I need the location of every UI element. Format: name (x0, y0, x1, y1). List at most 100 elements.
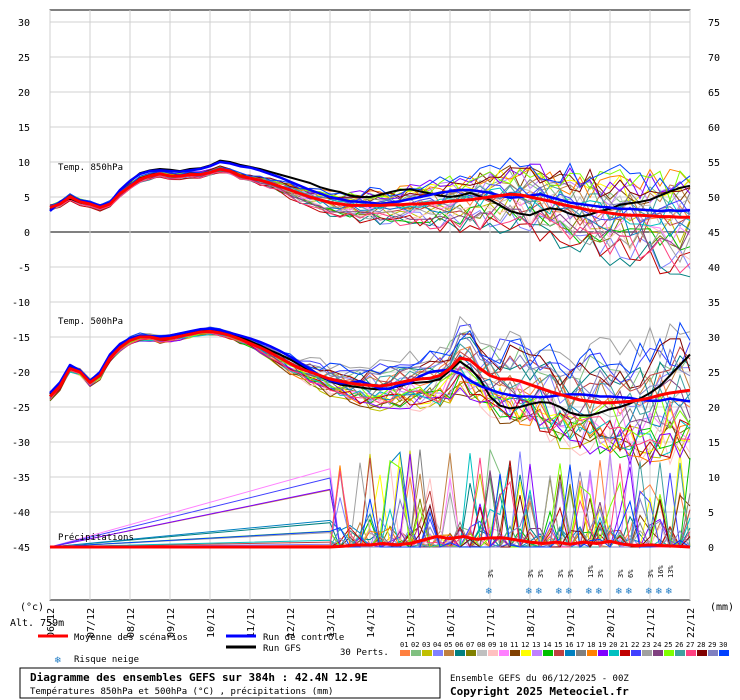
legend-perts-label: 30 Perts. (340, 648, 389, 658)
member-swatch (642, 650, 652, 656)
member-number: 10 (499, 641, 507, 649)
member-swatch (499, 650, 509, 656)
member-number: 16 (565, 641, 573, 649)
y-left-tick: -40 (12, 508, 30, 519)
member-number: 06 (455, 641, 463, 649)
y-left-tick: 15 (18, 123, 30, 134)
member-850-line (49, 169, 691, 264)
legend-control-label: Run de contrôle (263, 632, 344, 643)
y-right-tick: 15 (708, 438, 720, 449)
snowflake-icon: ❄ (555, 587, 563, 597)
member-swatch (686, 650, 696, 656)
member-swatch (708, 650, 718, 656)
member-precip-line (49, 454, 690, 549)
x-tick-label: 07/12 (86, 608, 97, 638)
member-number: 19 (598, 641, 606, 649)
snow-percent: 16% (657, 565, 665, 578)
snowflake-icon: ❄ (655, 587, 663, 597)
y-right-tick: 25 (708, 368, 720, 379)
snowflake-icon: ❄ (585, 587, 593, 597)
member-number: 20 (609, 641, 617, 649)
member-swatch (466, 650, 476, 656)
y-left-tick: 10 (18, 158, 30, 169)
member-number: 04 (433, 641, 441, 649)
y-right-tick: 30 (708, 333, 720, 344)
member-swatch (576, 650, 586, 656)
snowflake-icon: ❄ (54, 656, 62, 666)
snow-markers: 3%❄3%❄3%❄3%❄3%❄13%❄3%❄3%❄6%❄3%❄16%❄13%❄ (485, 565, 675, 597)
member-number: 25 (664, 641, 672, 649)
legend-gfs-label: Run GFS (263, 644, 301, 654)
member-swatch (455, 650, 465, 656)
t500-label: Temp. 500hPa (58, 317, 123, 327)
y-right-tick: 45 (708, 228, 720, 239)
x-tick-label: 13/12 (326, 608, 337, 638)
y-right-tick: 75 (708, 18, 720, 29)
member-number: 21 (620, 641, 628, 649)
member-swatch (521, 650, 531, 656)
y-right-tick: 70 (708, 53, 720, 64)
snow-percent: 13% (587, 565, 595, 578)
main-runs (48, 159, 691, 549)
y-left-tick: 0 (24, 228, 30, 239)
member-number: 12 (521, 641, 529, 649)
member-number: 26 (675, 641, 683, 649)
legend-mean-label: Moyenne des scénarios (74, 632, 188, 643)
member-850-line (49, 171, 691, 274)
snowflake-icon: ❄ (665, 587, 673, 597)
member-precip-line (49, 464, 691, 548)
member-number: 07 (466, 641, 474, 649)
mean-500-line (48, 329, 691, 405)
snow-percent: 3% (527, 569, 535, 578)
member-number: 11 (510, 641, 518, 649)
y-left-tick: -10 (12, 298, 30, 309)
altitude-label: Alt. 759m (10, 618, 64, 629)
member-850-line (49, 157, 691, 207)
member-swatch (433, 650, 443, 656)
source-line: Ensemble GEFS du 06/12/2025 - 00Z (450, 674, 629, 684)
x-tick-label: 10/12 (206, 608, 217, 638)
member-swatch (565, 650, 575, 656)
member-500-line (49, 332, 691, 447)
member-number: 27 (686, 641, 694, 649)
member-swatch (631, 650, 641, 656)
member-swatch (477, 650, 487, 656)
member-number: 14 (543, 641, 551, 649)
y-right-tick: 20 (708, 403, 720, 414)
member-swatch (719, 650, 729, 656)
member-swatch (422, 650, 432, 656)
y-right-tick: 5 (708, 508, 714, 519)
y-right-tick: 55 (708, 158, 720, 169)
member-number: 24 (653, 641, 661, 649)
member-swatch (664, 650, 674, 656)
y-left-tick: -35 (12, 473, 30, 484)
member-swatch (587, 650, 597, 656)
precip-label: Précipitations (58, 532, 134, 543)
copyright: Copyright 2025 Meteociel.fr (450, 685, 629, 698)
snowflake-icon: ❄ (645, 587, 653, 597)
member-number: 18 (587, 641, 595, 649)
member-legend: 01 02 03 04 05 06 07 08 09 10 11 12 13 14 15 16 17 18 19 20… (400, 641, 729, 656)
x-tick-label: 11/12 (246, 608, 257, 638)
x-tick-label: 22/12 (686, 608, 697, 638)
snowflake-icon: ❄ (485, 587, 493, 597)
member-number: 28 (697, 641, 705, 649)
y-right-tick: 0 (708, 543, 714, 554)
snowflake-icon: ❄ (525, 587, 533, 597)
mean-850-line (49, 167, 690, 219)
member-swatch (400, 650, 410, 656)
snow-percent: 3% (597, 569, 605, 578)
snowflake-icon: ❄ (565, 587, 573, 597)
legend-snow-label: Risque neige (74, 655, 139, 665)
x-tick-label-start: 06/12 (46, 608, 57, 638)
y-right-tick: 60 (708, 123, 720, 134)
x-tick-label: 15/12 (406, 608, 417, 638)
y-left-tick: 20 (18, 88, 30, 99)
x-tick-label: 09/12 (166, 608, 177, 638)
snow-percent: 13% (667, 565, 675, 578)
member-500-line (49, 321, 691, 394)
snow-percent: 3% (647, 569, 655, 578)
x-tick-label: 17/12 (486, 608, 497, 638)
